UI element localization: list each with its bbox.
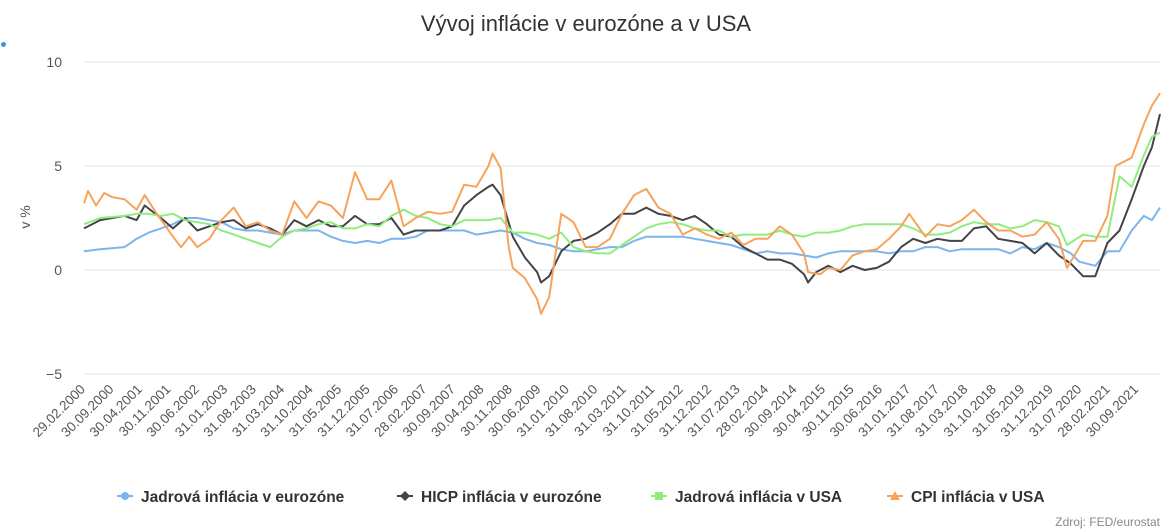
y-axis-ticks: 10 5 0 −5 [46, 54, 62, 382]
y-tick-label: −5 [46, 366, 62, 382]
legend-item-label[interactable]: Jadrová inflácia v eurozóne [141, 489, 345, 506]
series-line[interactable] [83, 131, 1161, 255]
legend-item-label[interactable]: HICP inflácia v eurozóne [421, 489, 602, 506]
series-line[interactable] [83, 92, 1161, 315]
legend-square-marker[interactable] [655, 492, 663, 500]
series-line[interactable] [83, 207, 1161, 267]
y-tick-label: 0 [54, 262, 62, 278]
legend-circle-marker[interactable] [121, 492, 129, 500]
legend-item-label[interactable]: CPI inflácia v USA [911, 489, 1045, 506]
legend[interactable]: Jadrová inflácia v eurozóne HICP inflácia… [117, 489, 1045, 506]
legend-item-label[interactable]: Jadrová inflácia v USA [675, 489, 842, 506]
y-tick-label: 5 [54, 158, 62, 174]
export-menu-dot[interactable] [1, 42, 6, 47]
grid-lines [84, 61, 1160, 375]
chart-title: Vývoj inflácie v eurozóne a v USA [421, 11, 751, 36]
y-tick-label: 10 [46, 54, 62, 70]
x-axis-ticks: 29.02.200030.09.200030.04.200130.11.2001… [30, 381, 1142, 440]
series-line[interactable] [83, 113, 1161, 284]
chart-credits[interactable]: Zdroj: FED/eurostat [1055, 515, 1160, 529]
legend-diamond-marker[interactable] [400, 491, 410, 501]
series-lines [83, 92, 1161, 315]
legend-triangle-marker[interactable] [890, 491, 900, 500]
y-axis-title: v % [17, 205, 33, 228]
